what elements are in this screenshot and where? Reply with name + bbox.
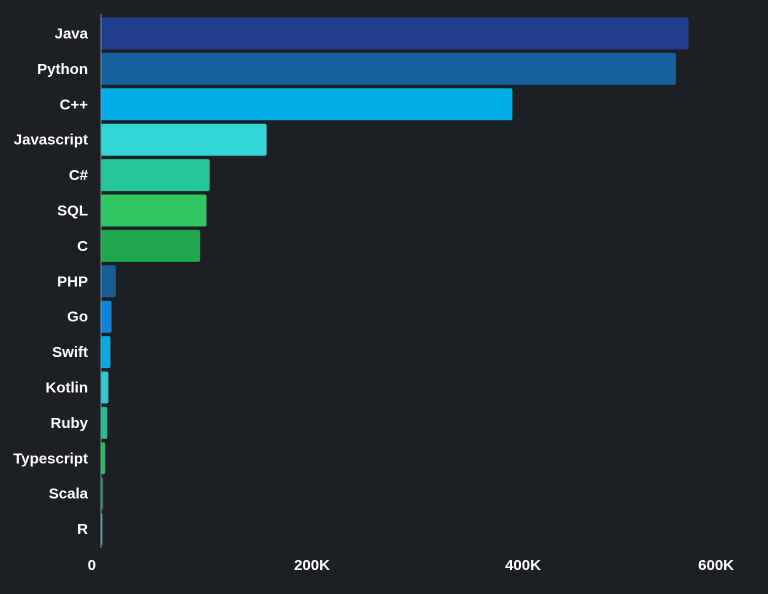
bar-ccpp — [101, 88, 513, 121]
bar-typescript — [101, 442, 106, 475]
bar-swift — [101, 336, 111, 369]
bar-ccsharp — [101, 159, 210, 192]
category-label: Java — [55, 26, 89, 43]
bars-layer — [101, 17, 689, 546]
category-label: Ruby — [51, 415, 89, 432]
x-tick-label: 200K — [294, 557, 330, 574]
bar-ruby — [101, 406, 108, 439]
category-label: SQL — [57, 203, 88, 220]
bar-sql — [101, 194, 207, 227]
x-axis-tick-labels: 0 200K 400K 600K — [88, 557, 735, 574]
category-label: Python — [37, 61, 88, 78]
bar-go — [101, 300, 112, 333]
bar-kotlin — [101, 371, 109, 404]
x-tick-label: 600K — [698, 557, 734, 574]
category-label: Kotlin — [46, 380, 89, 397]
x-tick-label: 400K — [505, 557, 541, 574]
category-label: C — [77, 238, 88, 255]
category-label: C# — [69, 167, 89, 184]
category-label: Swift — [52, 344, 88, 361]
bar-python — [101, 52, 676, 85]
category-label: R — [77, 521, 88, 538]
bar-java — [101, 17, 689, 50]
category-label: Typescript — [13, 450, 88, 467]
category-label: Go — [67, 309, 88, 326]
bar-javascript — [101, 123, 267, 156]
category-label: PHP — [57, 273, 88, 290]
bar-c — [101, 229, 201, 262]
category-label: Scala — [49, 486, 89, 503]
bar-scala — [101, 477, 104, 510]
category-label: C++ — [60, 96, 89, 113]
x-tick-label: 0 — [88, 557, 96, 574]
category-label: Javascript — [14, 132, 88, 149]
category-labels: Java Python C++ Javascript C# SQL C PHP Go Swift K… — [13, 26, 88, 539]
bar-php — [101, 265, 116, 298]
